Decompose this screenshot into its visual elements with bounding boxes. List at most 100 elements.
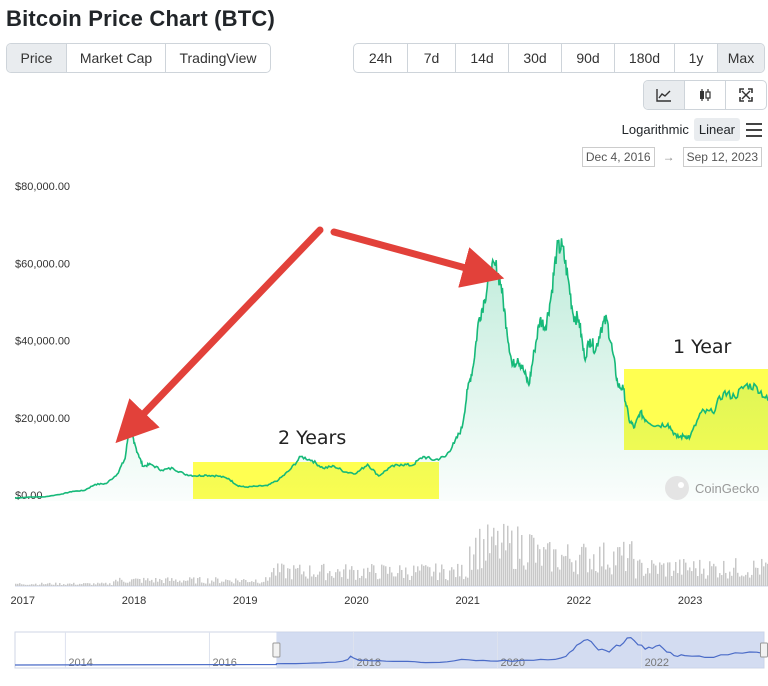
volume-bar: [151, 579, 153, 586]
arrow-to-2021-peak: [330, 228, 505, 288]
volume-bar: [727, 578, 729, 586]
volume-bar: [669, 562, 671, 586]
volume-bar: [445, 579, 447, 586]
volume-bar: [567, 544, 569, 586]
range-1y-button[interactable]: 1y: [675, 44, 718, 72]
volume-bar: [173, 580, 175, 586]
volume-bar: [551, 571, 553, 586]
menu-icon[interactable]: [746, 122, 762, 137]
volume-bar: [563, 556, 565, 586]
volume-bar: [621, 555, 623, 586]
volume-bar: [87, 583, 89, 586]
volume-bar: [673, 570, 675, 586]
y-tick-label: $60,000.00: [15, 258, 70, 270]
volume-bar: [433, 571, 435, 586]
navigator-left-handle[interactable]: [272, 642, 281, 658]
price-line: [14, 238, 768, 499]
logarithmic-option[interactable]: Logarithmic: [621, 122, 689, 137]
range-30d-button[interactable]: 30d: [509, 44, 562, 72]
volume-bar: [737, 572, 739, 586]
volume-bar: [75, 584, 77, 586]
volume-bar: [733, 567, 735, 586]
volume-bar: [395, 576, 397, 586]
expand-button[interactable]: [726, 81, 766, 109]
volume-bar: [199, 577, 201, 586]
volume-bar: [387, 573, 389, 586]
volume-bar: [543, 547, 545, 586]
volume-bar: [441, 564, 443, 586]
volume-bar: [297, 568, 299, 586]
x-tick-label: 2023: [678, 595, 702, 607]
volume-bar: [711, 566, 713, 586]
volume-bar: [465, 576, 467, 586]
volume-bar: [71, 584, 73, 586]
tab-tradingview[interactable]: TradingView: [179, 50, 257, 66]
range-selector: 24h 7d 14d 30d 90d 180d 1y Max: [353, 43, 765, 73]
volume-bar: [515, 568, 517, 586]
volume-bar: [637, 560, 639, 586]
candlestick-button[interactable]: [685, 81, 726, 109]
volume-bar: [357, 569, 359, 586]
volume-bar: [247, 582, 249, 586]
volume-bar: [201, 582, 203, 586]
volume-bar: [109, 583, 111, 586]
range-14d-button[interactable]: 14d: [456, 44, 509, 72]
x-tick-label: 2018: [122, 595, 146, 607]
volume-bar: [185, 580, 187, 586]
volume-bar: [393, 576, 395, 586]
volume-bar: [681, 574, 683, 586]
volume-bar: [73, 582, 75, 586]
volume-bar: [193, 577, 195, 586]
volume-bar: [175, 579, 177, 586]
line-chart-button[interactable]: [644, 81, 685, 109]
navigator[interactable]: 2014 2016 2018 2020 2022: [14, 631, 768, 669]
volume-bar: [603, 542, 605, 586]
volume-bar: [385, 566, 387, 586]
linear-option[interactable]: Linear: [693, 118, 740, 141]
volume-bar: [745, 574, 747, 586]
volume-bar: [645, 573, 647, 586]
volume-bar: [491, 536, 493, 586]
range-180d-button[interactable]: 180d: [615, 44, 675, 72]
volume-bar: [81, 584, 83, 586]
volume-bar: [729, 571, 731, 586]
volume-bar: [595, 571, 597, 586]
volume-bar: [305, 576, 307, 586]
volume-bar: [167, 577, 169, 586]
volume-bar: [435, 563, 437, 586]
range-90d-button[interactable]: 90d: [562, 44, 615, 72]
volume-bar: [703, 568, 705, 586]
price-series: [14, 238, 768, 502]
range-max-button[interactable]: Max: [718, 44, 764, 72]
page-title: Bitcoin Price Chart (BTC): [6, 6, 276, 31]
volume-bar: [121, 579, 123, 586]
volume-bar: [169, 580, 171, 586]
volume-bar: [237, 580, 239, 586]
candlestick-icon: [700, 89, 711, 101]
date-from-input[interactable]: Dec 4, 2016: [581, 147, 655, 167]
volume-bar: [431, 576, 433, 586]
volume-bar: [475, 537, 477, 586]
volume-bar: [125, 582, 127, 586]
volume-bar: [531, 535, 533, 586]
volume-bar: [471, 569, 473, 586]
volume-bar: [249, 582, 251, 586]
volume-bar: [257, 582, 259, 586]
x-tick-label: 2022: [567, 595, 591, 607]
volume-bar: [427, 566, 429, 586]
range-24h-button[interactable]: 24h: [354, 44, 408, 72]
volume-bar: [583, 543, 585, 586]
view-tabs: Price Market Cap TradingView: [6, 43, 271, 73]
date-to-input[interactable]: Sep 12, 2023: [682, 147, 762, 167]
volume-bar: [183, 580, 185, 586]
volume-bar: [763, 566, 765, 586]
volume-bar: [139, 579, 141, 586]
volume-bar: [191, 578, 193, 586]
x-tick-label: 2019: [233, 595, 257, 607]
tab-price[interactable]: Price: [7, 44, 67, 72]
navigator-right-handle[interactable]: [760, 642, 768, 658]
volume-bar: [677, 573, 679, 586]
range-7d-button[interactable]: 7d: [408, 44, 456, 72]
tab-market-cap[interactable]: Market Cap: [67, 44, 166, 72]
